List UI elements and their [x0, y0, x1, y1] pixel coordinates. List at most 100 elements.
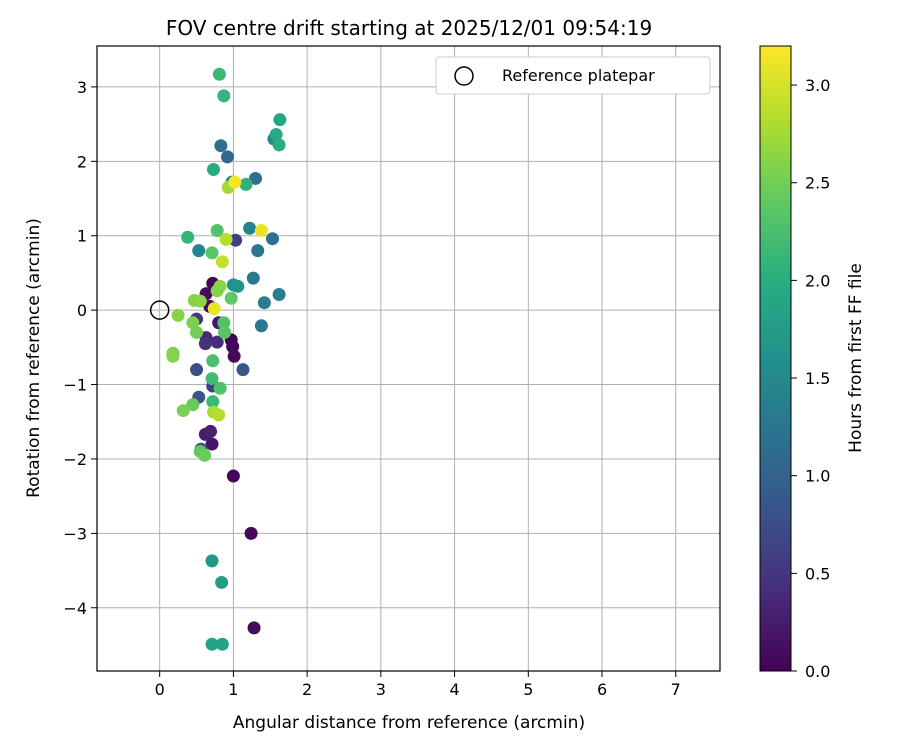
scatter-point [210, 335, 224, 349]
grid-lines [97, 46, 720, 671]
x-tick-label: 1 [228, 680, 238, 699]
x-tick-label: 2 [302, 680, 312, 699]
scatter-point [198, 448, 212, 462]
x-tick-label: 3 [376, 680, 386, 699]
legend-box [435, 56, 711, 95]
scatter-point [236, 363, 250, 377]
scatter-point [205, 372, 219, 386]
scatter-point [205, 246, 219, 260]
scatter-point [215, 637, 229, 651]
y-tick-label: −3 [63, 524, 87, 543]
scatter-point [265, 232, 279, 246]
scatter-point [228, 175, 242, 189]
colorbar-tick-label: 0.0 [805, 662, 830, 681]
scatter-point [206, 354, 220, 368]
scatter-point [176, 404, 190, 418]
scatter-point [214, 139, 228, 153]
scatter-point [193, 294, 207, 308]
y-tick-label: 1 [77, 227, 87, 246]
y-axis-label: Rotation from reference (arcmin) [24, 218, 44, 498]
scatter-point [206, 395, 220, 409]
scatter-point [243, 221, 257, 235]
x-tick-label: 0 [155, 680, 165, 699]
y-tick-label: 0 [77, 301, 87, 320]
scatter-point [227, 349, 241, 363]
scatter-point [215, 255, 229, 269]
colorbar-ticks: 0.0 0.5 1.0 1.5 2.0 2.5 3.0 [791, 76, 830, 681]
scatter-point [186, 398, 200, 412]
scatter-point [226, 340, 240, 354]
scatter-point [192, 244, 206, 258]
scatter-point [198, 337, 212, 351]
plot-area-background [97, 46, 720, 671]
scatter-point [247, 621, 261, 635]
scatter-point [213, 381, 227, 395]
scatter-point [273, 113, 287, 127]
colorbar-tick-label: 2.0 [805, 271, 830, 290]
scatter-point [244, 526, 258, 540]
scatter-point [269, 128, 283, 142]
y-axis-ticks: −4 −3 −2 −1 0 1 2 3 [63, 78, 97, 618]
scatter-point [171, 308, 185, 322]
scatter-point [217, 89, 231, 103]
y-tick-label: −2 [63, 450, 87, 469]
scatter-point [206, 163, 220, 177]
scatter-point [239, 177, 253, 191]
colorbar-tick-label: 2.5 [805, 174, 830, 193]
scatter-point [272, 288, 286, 302]
scatter-point [205, 637, 219, 651]
x-tick-label: 6 [597, 680, 607, 699]
y-tick-label: 3 [77, 78, 87, 97]
y-tick-label: −1 [63, 376, 87, 395]
scatter-point [205, 437, 219, 451]
scatter-point [254, 319, 268, 333]
scatter-point [190, 363, 204, 377]
plot-area-frame [96, 45, 721, 672]
scatter-point [249, 171, 263, 185]
colorbar-tick-label: 3.0 [805, 76, 830, 95]
scatter-point [212, 67, 226, 81]
scatter-point [166, 349, 180, 363]
legend-entry-reference-platepar: Reference platepar [502, 66, 655, 85]
reference-platepar-marker [149, 300, 170, 320]
colorbar-label: Hours from first FF file [846, 263, 866, 453]
legend: Reference platepar [435, 56, 711, 95]
scatter-point [229, 233, 243, 247]
chart-title: FOV centre drift starting at 2025/12/01 … [166, 16, 652, 40]
colorbar-tick-label: 1.5 [805, 369, 830, 388]
scatter-point [272, 138, 286, 152]
scatter-point [207, 302, 221, 316]
x-axis-ticks: 0 1 2 3 4 5 6 7 [155, 671, 681, 699]
scatter-point [215, 575, 229, 589]
scatter-point [224, 291, 238, 305]
scatter-point [218, 325, 232, 339]
scatter-point [181, 230, 195, 244]
scatter-point [226, 469, 240, 483]
y-tick-label: −4 [63, 599, 87, 618]
scatter-point [212, 408, 226, 422]
x-tick-label: 7 [671, 680, 681, 699]
y-tick-label: 2 [77, 152, 87, 171]
colorbar-tick-label: 1.0 [805, 467, 830, 486]
scatter-point [210, 224, 224, 238]
scatter-point [190, 325, 204, 339]
scatter-point [251, 244, 265, 258]
scatter-point [257, 296, 271, 310]
colorbar-tick-label: 0.5 [805, 564, 830, 583]
scatter-points [166, 67, 287, 651]
colorbar [759, 45, 792, 672]
scatter-point [219, 232, 233, 246]
scatter-point [204, 424, 218, 438]
x-axis-label: Angular distance from reference (arcmin) [233, 713, 585, 733]
reference-marker-layer [149, 300, 170, 320]
scatter-point [220, 150, 234, 164]
scatter-point [246, 271, 260, 285]
scatter-point [217, 316, 231, 330]
scatter-point [231, 279, 245, 293]
x-tick-label: 5 [523, 680, 533, 699]
scatter-point [205, 554, 219, 568]
x-tick-label: 4 [449, 680, 459, 699]
legend-marker-reference [454, 66, 474, 86]
scatter-point [210, 284, 224, 298]
